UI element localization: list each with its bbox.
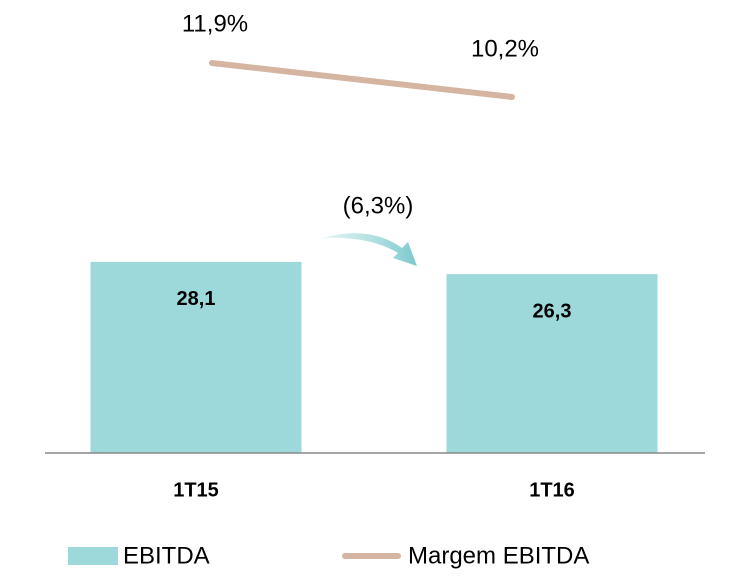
data-label: 26,3 xyxy=(533,300,572,322)
change-arrow xyxy=(323,233,417,266)
bar xyxy=(90,261,302,453)
legend-label: Margem EBITDA xyxy=(408,542,589,569)
line xyxy=(209,60,515,100)
legend-label: EBITDA xyxy=(123,542,210,569)
data-label: 10,2% xyxy=(471,35,539,62)
annotation: (6,3%) xyxy=(343,192,414,219)
data-label: 28,1 xyxy=(177,288,216,310)
x-tick-label: 1T15 xyxy=(173,479,219,501)
data-label: 11,9% xyxy=(182,10,248,37)
x-tick-label: 1T16 xyxy=(529,479,575,501)
bar xyxy=(446,274,658,453)
legend-swatch xyxy=(68,547,118,565)
